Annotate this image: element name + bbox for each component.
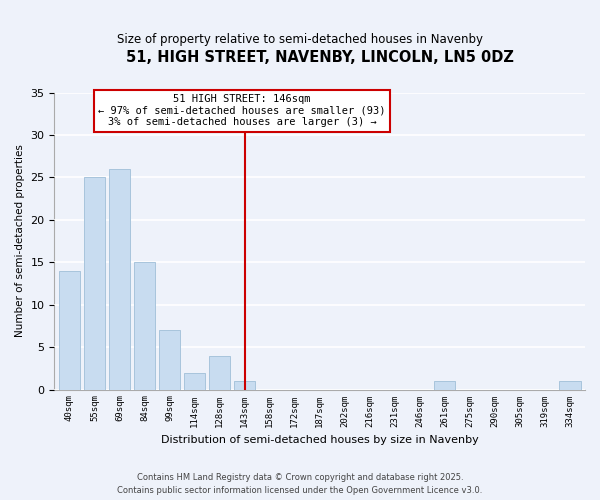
Bar	[184, 372, 205, 390]
Bar	[159, 330, 180, 390]
Text: Size of property relative to semi-detached houses in Navenby: Size of property relative to semi-detach…	[117, 32, 483, 46]
Bar	[59, 271, 80, 390]
Bar	[434, 381, 455, 390]
Bar	[234, 381, 255, 390]
Bar	[84, 178, 105, 390]
X-axis label: Distribution of semi-detached houses by size in Navenby: Distribution of semi-detached houses by …	[161, 435, 479, 445]
Text: 51 HIGH STREET: 146sqm
← 97% of semi-detached houses are smaller (93)
3% of semi: 51 HIGH STREET: 146sqm ← 97% of semi-det…	[98, 94, 386, 128]
Bar	[109, 169, 130, 390]
Bar	[559, 381, 581, 390]
Bar	[209, 356, 230, 390]
Bar	[134, 262, 155, 390]
Title: 51, HIGH STREET, NAVENBY, LINCOLN, LN5 0DZ: 51, HIGH STREET, NAVENBY, LINCOLN, LN5 0…	[126, 50, 514, 65]
Y-axis label: Number of semi-detached properties: Number of semi-detached properties	[15, 144, 25, 338]
Text: Contains HM Land Registry data © Crown copyright and database right 2025.
Contai: Contains HM Land Registry data © Crown c…	[118, 474, 482, 495]
